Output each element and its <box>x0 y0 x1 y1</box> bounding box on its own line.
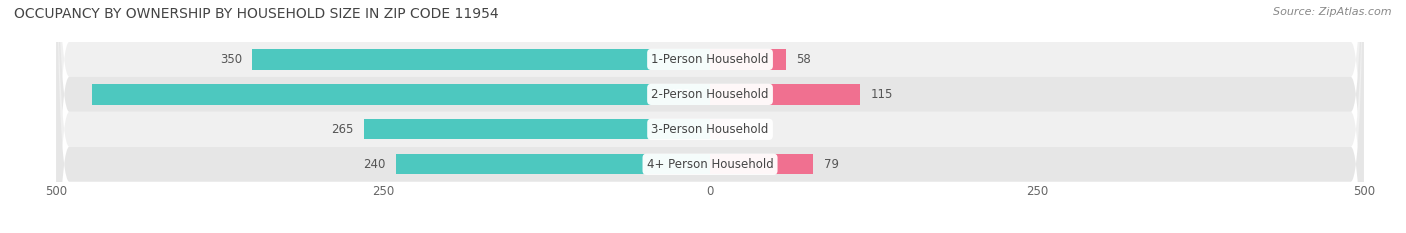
Text: 79: 79 <box>824 158 839 171</box>
Text: OCCUPANCY BY OWNERSHIP BY HOUSEHOLD SIZE IN ZIP CODE 11954: OCCUPANCY BY OWNERSHIP BY HOUSEHOLD SIZE… <box>14 7 499 21</box>
Bar <box>253 49 710 69</box>
Text: 115: 115 <box>870 88 893 101</box>
FancyBboxPatch shape <box>56 0 1364 233</box>
Text: 1-Person Household: 1-Person Household <box>651 53 769 66</box>
Text: 4+ Person Household: 4+ Person Household <box>647 158 773 171</box>
Bar <box>396 154 710 174</box>
Bar <box>710 119 730 139</box>
FancyBboxPatch shape <box>56 0 1364 233</box>
Text: 473: 473 <box>668 88 690 101</box>
Text: 3-Person Household: 3-Person Household <box>651 123 769 136</box>
Text: 58: 58 <box>796 53 811 66</box>
Bar <box>710 49 786 69</box>
Text: 2-Person Household: 2-Person Household <box>651 88 769 101</box>
Bar <box>364 119 710 139</box>
Bar <box>710 154 813 174</box>
FancyBboxPatch shape <box>56 0 1364 233</box>
Bar <box>91 84 710 105</box>
Bar <box>710 84 860 105</box>
Text: 240: 240 <box>363 158 385 171</box>
Text: Source: ZipAtlas.com: Source: ZipAtlas.com <box>1274 7 1392 17</box>
Legend: Owner-occupied, Renter-occupied: Owner-occupied, Renter-occupied <box>586 230 834 233</box>
Text: 265: 265 <box>330 123 353 136</box>
Text: 350: 350 <box>219 53 242 66</box>
FancyBboxPatch shape <box>56 0 1364 233</box>
Text: 0: 0 <box>740 123 748 136</box>
